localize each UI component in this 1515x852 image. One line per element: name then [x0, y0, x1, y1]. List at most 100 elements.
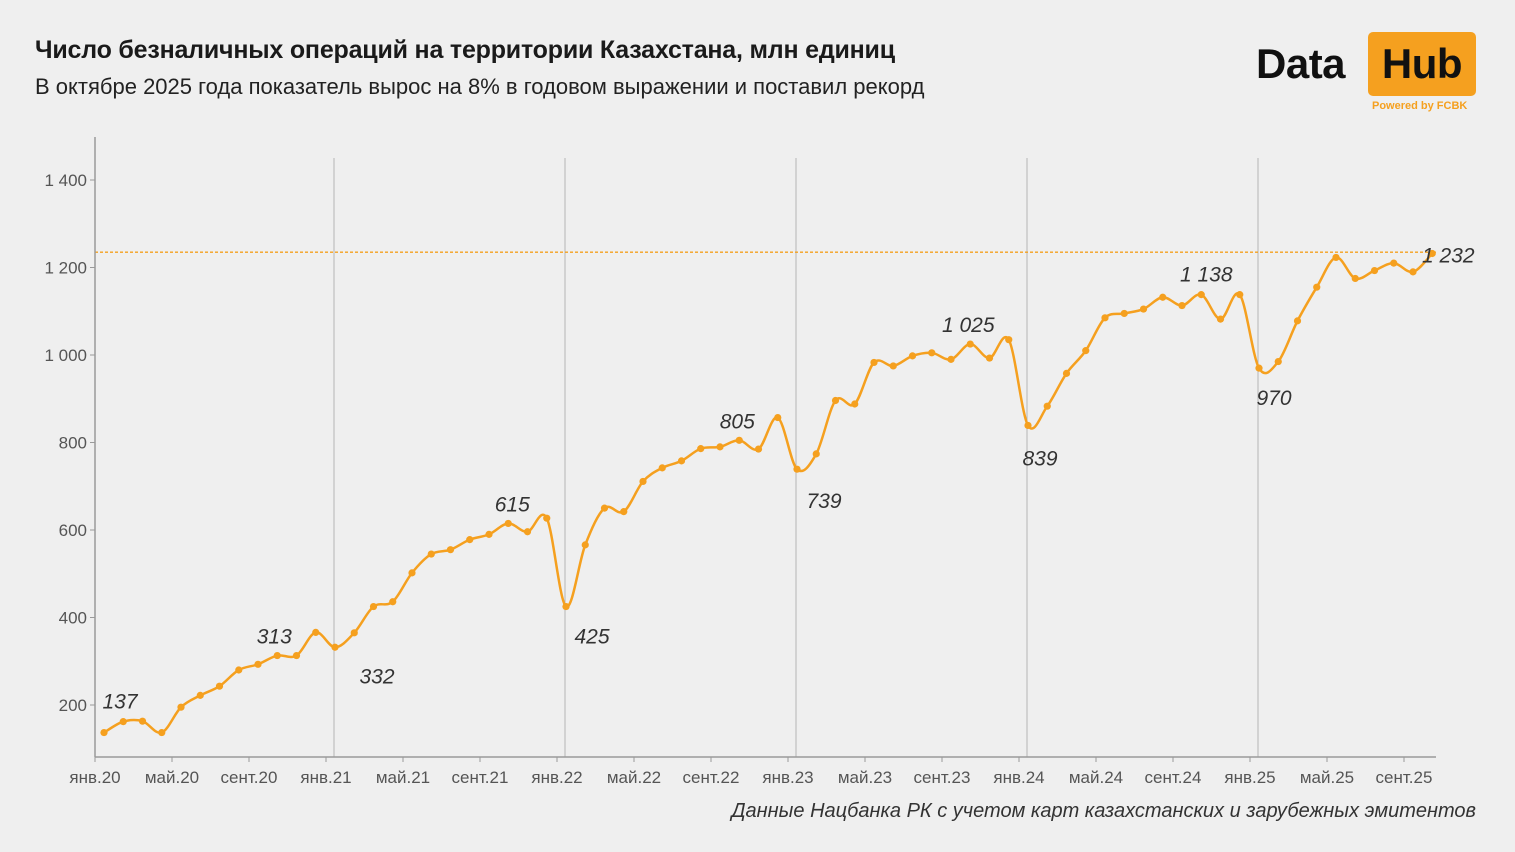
x-tick-label: май.21 — [376, 768, 430, 787]
logo-hub-box: Hub — [1368, 32, 1476, 96]
data-point — [138, 717, 147, 725]
data-point — [1197, 291, 1205, 299]
data-point — [697, 445, 705, 453]
data-point — [1178, 301, 1186, 310]
data-point — [793, 465, 801, 473]
x-tick-label: май.23 — [838, 768, 892, 787]
data-point — [620, 508, 628, 516]
data-point — [1274, 357, 1282, 366]
data-label: 739 — [806, 490, 841, 513]
data-point — [1139, 305, 1148, 313]
y-tick-label: 1 400 — [44, 171, 87, 190]
y-tick-label: 600 — [59, 521, 87, 540]
data-point — [331, 643, 339, 651]
logo-data-text: Data — [1256, 40, 1346, 87]
data-point — [812, 450, 820, 458]
data-point — [427, 550, 435, 558]
data-point — [215, 682, 224, 690]
data-point — [1043, 402, 1051, 410]
data-point — [1216, 315, 1225, 323]
data-point — [350, 629, 358, 637]
data-point — [523, 528, 532, 536]
data-point — [1024, 421, 1032, 430]
x-tick-label: май.24 — [1069, 768, 1123, 787]
data-point — [658, 464, 666, 472]
x-tick-label: янв.22 — [531, 768, 582, 787]
data-label: 615 — [495, 493, 530, 516]
data-point — [985, 354, 994, 362]
data-point — [1082, 347, 1090, 355]
data-point — [1120, 309, 1128, 318]
datahub-logo: Data Hub Powered by FCBK — [1256, 32, 1480, 114]
data-point — [1255, 364, 1263, 372]
data-point — [1159, 293, 1167, 301]
data-point — [196, 691, 204, 699]
y-tick-label: 1 000 — [44, 346, 87, 365]
y-tick-label: 1 200 — [44, 259, 87, 278]
grid-layer — [95, 158, 1436, 757]
x-tick-label: янв.23 — [762, 768, 813, 787]
chart-title: Число безналичных операций на территории… — [35, 36, 895, 64]
data-point — [389, 598, 397, 606]
source-note: Данные Нацбанка РК с учетом карт казахст… — [731, 800, 1476, 822]
data-point — [1313, 283, 1321, 291]
y-tick-label: 800 — [59, 434, 87, 453]
data-point — [870, 358, 878, 367]
data-point — [1062, 369, 1071, 377]
label-layer: 137 313 332 615 425 805 739 1 025 839 1 138 970 1 2… — [102, 245, 1474, 714]
data-point — [716, 443, 724, 451]
data-point — [369, 602, 378, 611]
data-point — [1005, 336, 1013, 344]
data-point — [966, 340, 974, 348]
data-point — [1428, 249, 1436, 258]
data-point — [119, 718, 127, 726]
data-point — [158, 728, 166, 737]
data-point — [1236, 291, 1244, 299]
data-point — [1390, 259, 1398, 267]
data-point — [851, 400, 859, 408]
x-tick-label: янв.21 — [300, 768, 351, 787]
x-tick-label: сент.24 — [1145, 768, 1202, 787]
x-tick-label: янв.25 — [1224, 768, 1275, 787]
series-layer — [100, 249, 1436, 737]
axis-layer: 200 400 600 800 1 000 1 200 1 400 янв.20 май.20 с… — [44, 137, 1436, 787]
data-label: 805 — [720, 410, 755, 433]
data-label: 1 138 — [1180, 264, 1233, 287]
data-label: 425 — [574, 626, 609, 649]
chart-subtitle: В октябре 2025 года показатель вырос на … — [35, 74, 925, 99]
data-point — [562, 602, 570, 611]
data-point — [466, 536, 474, 544]
logo-hub-text: Hub — [1381, 40, 1463, 87]
data-point — [1101, 314, 1109, 322]
data-label: 137 — [102, 691, 138, 714]
data-point — [639, 477, 647, 486]
data-point — [889, 362, 897, 370]
data-point — [774, 413, 782, 422]
x-tick-label: сент.25 — [1376, 768, 1433, 787]
data-label: 970 — [1256, 387, 1291, 410]
data-label: 332 — [359, 665, 394, 688]
y-tick-label: 400 — [59, 609, 87, 628]
x-tick-label: сент.21 — [452, 768, 509, 787]
data-point — [677, 457, 686, 465]
data-point — [100, 728, 108, 737]
x-tick-label: май.25 — [1300, 768, 1354, 787]
data-point — [408, 569, 416, 577]
data-point — [1370, 266, 1379, 275]
data-point — [947, 355, 955, 363]
x-tick-label: янв.24 — [993, 768, 1044, 787]
x-tick-label: май.22 — [607, 768, 661, 787]
x-tick-label: янв.20 — [69, 768, 120, 787]
data-point — [254, 660, 262, 668]
data-point — [754, 445, 763, 453]
x-tick-label: май.20 — [145, 768, 199, 787]
data-label: 1 232 — [1422, 245, 1475, 268]
data-point — [292, 651, 301, 660]
data-point — [543, 514, 551, 522]
data-point — [485, 530, 493, 538]
data-point — [1332, 253, 1340, 262]
data-point — [1293, 317, 1302, 325]
data-point — [831, 396, 840, 405]
data-point — [177, 703, 185, 711]
